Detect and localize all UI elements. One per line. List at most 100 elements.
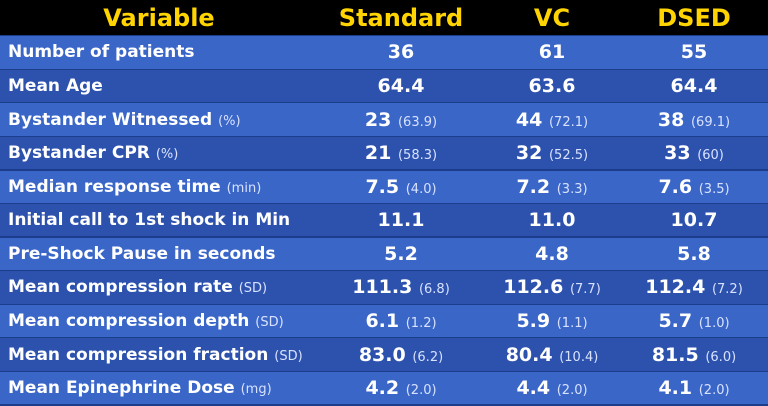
label-text: Mean compression depth (8, 311, 250, 331)
value-note: (6.0) (705, 349, 737, 365)
value-note: (3.3) (556, 181, 588, 197)
value-cell: 61 (484, 41, 620, 63)
value-cell: 33 (60) (620, 142, 768, 164)
table-row: Pre-Shock Pause in seconds 5.2 4.8 5.8 (0, 237, 768, 271)
value-cell: 7.2 (3.3) (484, 176, 620, 198)
table-row: Median response time (min) 7.5 (4.0) 7.2 (… (0, 170, 768, 203)
value-note: (72.1) (548, 114, 589, 130)
value-note: (63.9) (397, 114, 438, 130)
label-text: Mean Epinephrine Dose (8, 378, 235, 399)
value-cell: 21 (58.3) (318, 142, 484, 164)
value-cell: 4.4 (2.0) (484, 377, 620, 399)
label-unit: (SD) (255, 315, 284, 330)
label-text: Mean compression fraction (8, 344, 269, 365)
value-note: (52.5) (548, 148, 589, 164)
value-cell: 5.9 (1.1) (484, 310, 620, 332)
value: 4.4 (516, 377, 551, 400)
value-cell: 111.3 (6.8) (318, 276, 484, 298)
value: 6.1 (365, 310, 400, 332)
value: 33 (664, 142, 691, 165)
value-note: (1.0) (698, 316, 730, 331)
value: 4.1 (658, 377, 693, 400)
value: 64.4 (377, 74, 425, 97)
value: 112.6 (503, 276, 564, 299)
value: 83.0 (358, 343, 406, 366)
row-label: Mean Age (0, 76, 318, 96)
label-text: Bystander CPR (8, 143, 150, 164)
value: 11.0 (528, 209, 576, 232)
label-unit: (%) (218, 113, 241, 129)
value: 7.2 (516, 175, 551, 198)
value-cell: 4.2 (2.0) (318, 377, 484, 399)
row-label: Mean compression depth (SD) (0, 311, 318, 331)
value-note: (60) (697, 148, 724, 164)
row-label: Initial call to 1st shock in Min (0, 210, 318, 230)
value-note: (7.7) (569, 282, 601, 298)
label-text: Median response time (8, 176, 221, 197)
header-cell: VC (533, 3, 571, 32)
value: 44 (515, 108, 543, 131)
header-cell: Standard (338, 3, 464, 32)
value-cell: 63.6 (484, 75, 620, 97)
value-cell: 5.8 (620, 243, 768, 265)
table-row: Mean Age 64.4 63.6 64.4 (0, 69, 768, 103)
value-note: (2.0) (405, 383, 437, 399)
value-note: (6.8) (418, 282, 450, 298)
row-label: Bystander CPR (%) (0, 143, 318, 163)
value: 38 (657, 108, 685, 131)
value-cell: 10.7 (620, 209, 768, 231)
value-cell: 23 (63.9) (318, 109, 484, 131)
value-note: (10.4) (559, 349, 599, 365)
value-cell: 32 (52.5) (484, 142, 620, 164)
label-text: Initial call to 1st shock in Min (8, 210, 291, 231)
value-note: (2.0) (698, 383, 730, 399)
value-cell: 36 (318, 41, 484, 63)
row-label: Mean compression rate (SD) (0, 277, 318, 297)
value: 112.4 (645, 276, 706, 299)
value-cell: 11.0 (484, 209, 620, 231)
value-cell: 112.6 (7.7) (484, 276, 620, 298)
value-cell: 55 (620, 41, 768, 63)
value: 5.7 (658, 310, 693, 332)
row-label: Median response time (min) (0, 177, 318, 197)
label-unit: (mg) (240, 382, 272, 398)
value: 111.3 (352, 276, 413, 299)
value-note: (6.2) (412, 349, 444, 365)
header-row: Variable Standard VC DSED (0, 0, 768, 35)
table-row: Mean compression depth (SD) 6.1 (1.2) 5.9 … (0, 304, 768, 338)
row-label: Number of patients (0, 42, 318, 62)
value-cell: 80.4 (10.4) (484, 344, 620, 366)
value-cell: 38 (69.1) (620, 109, 768, 131)
value-cell: 7.5 (4.0) (318, 176, 484, 198)
table-row: Mean compression fraction (SD) 83.0 (6.2)… (0, 338, 768, 371)
table-row: Mean compression rate (SD) 111.3 (6.8) 112… (0, 271, 768, 304)
value: 61 (538, 41, 566, 64)
value-note: (58.3) (397, 148, 438, 164)
table-row: Mean Epinephrine Dose (mg) 4.2 (2.0) 4.4 (… (0, 371, 768, 405)
row-label: Mean compression fraction (SD) (0, 345, 318, 365)
table-row: Bystander CPR (%) 21 (58.3) 32 (52.5) 33 (6… (0, 136, 768, 170)
value-cell: 4.1 (2.0) (620, 377, 768, 399)
value: 11.1 (377, 209, 425, 232)
value: 7.5 (365, 175, 400, 198)
value-note: (7.2) (711, 282, 743, 298)
label-text: Bystander Witnessed (8, 109, 213, 130)
label-text: Mean Age (8, 75, 103, 96)
label-text: Pre-Shock Pause in seconds (8, 243, 276, 264)
header-cell: Variable (103, 3, 215, 32)
row-label: Bystander Witnessed (%) (0, 110, 318, 130)
table-row: Number of patients 36 61 55 (0, 36, 768, 69)
value: 4.8 (535, 242, 569, 265)
value: 55 (680, 41, 708, 64)
value: 32 (515, 142, 543, 165)
label-text: Number of patients (8, 42, 195, 63)
value: 10.7 (670, 209, 718, 232)
value: 80.4 (505, 343, 553, 366)
label-unit: (SD) (238, 281, 268, 297)
label-text: Mean compression rate (8, 277, 233, 298)
row-label: Pre-Shock Pause in seconds (0, 244, 318, 264)
header-cell: DSED (657, 3, 731, 32)
value-cell: 81.5 (6.0) (620, 344, 768, 366)
value-cell: 11.1 (318, 209, 484, 231)
